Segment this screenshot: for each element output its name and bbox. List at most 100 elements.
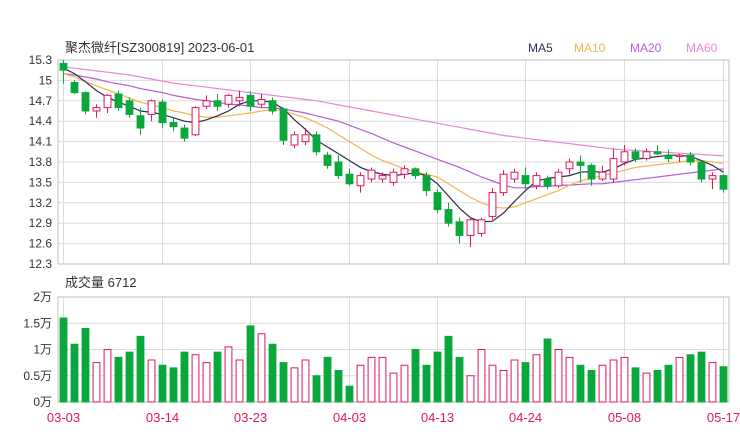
candle <box>268 97 277 115</box>
candle-body <box>202 100 211 107</box>
candle <box>169 117 178 132</box>
candle <box>543 175 552 190</box>
price-tick-label: 13.5 <box>29 175 53 189</box>
date-tick-label: 04-03 <box>333 410 366 425</box>
candle <box>521 167 530 190</box>
candle <box>642 148 651 161</box>
candle-body <box>334 161 343 177</box>
date-tick-label: 03-14 <box>146 410 179 425</box>
volume-bar <box>136 335 145 403</box>
candle-body <box>565 161 574 170</box>
volume-bar <box>631 367 640 403</box>
volume-bar <box>708 362 717 403</box>
volume-bar <box>169 367 178 403</box>
candle <box>81 91 90 115</box>
volume-tick-label: 0万 <box>33 395 52 409</box>
volume-bar <box>455 356 464 403</box>
candle-body <box>444 209 453 224</box>
candle <box>257 94 266 108</box>
candle <box>301 128 310 145</box>
candle <box>202 95 211 109</box>
volume-bar <box>675 356 684 403</box>
candle <box>312 131 321 156</box>
volume-bar <box>620 356 629 403</box>
date-tick-label: 05-17 <box>707 410 740 425</box>
candle-body <box>235 96 244 102</box>
price-panel: 15.3 15 14.7 14.4 14.1 13.8 13.5 13.2 12.9 12.6 12… <box>29 53 730 271</box>
volume-bar <box>235 359 244 403</box>
candle-body <box>631 151 640 160</box>
candle <box>334 155 343 179</box>
candle-body <box>609 158 618 180</box>
volume-bar <box>697 351 706 403</box>
candle-body <box>103 94 112 109</box>
candle <box>378 172 387 183</box>
volume-bar <box>257 333 266 403</box>
date-tick-label: 04-13 <box>421 410 454 425</box>
candle <box>631 148 640 162</box>
candle-body <box>554 171 563 187</box>
legend: MA5 MA10 MA20 MA60 <box>528 41 718 55</box>
candle-body <box>389 171 398 183</box>
candle-body <box>378 175 387 180</box>
volume-bar <box>334 370 343 403</box>
candle <box>477 217 486 237</box>
date-tick-label: 03-23 <box>234 410 267 425</box>
candle-body <box>356 175 365 187</box>
candle-body <box>488 192 497 217</box>
candle-body <box>455 221 464 236</box>
volume-label: 成交量 6712 <box>65 275 137 290</box>
candle <box>697 160 706 183</box>
price-tick-label: 14.7 <box>29 94 53 108</box>
candle-body <box>466 219 475 236</box>
candle <box>510 168 519 183</box>
candle <box>554 168 563 188</box>
candle <box>499 170 508 196</box>
candle-body <box>532 175 541 187</box>
candle-body <box>114 93 123 109</box>
volume-bar <box>202 362 211 403</box>
candle-body <box>576 161 585 166</box>
volume-panel: 2万 1.5万 1万 0.5万 0万 <box>23 290 730 409</box>
candle-body <box>136 115 145 129</box>
volume-bar <box>477 349 486 403</box>
candle <box>455 217 464 244</box>
candle <box>345 168 354 186</box>
volume-bar <box>81 328 90 403</box>
candle-body <box>411 168 420 177</box>
candle <box>389 168 398 186</box>
candle <box>587 163 596 186</box>
candle-body <box>180 127 189 139</box>
candle <box>114 90 123 111</box>
candle <box>488 187 497 220</box>
volume-bar <box>312 375 321 403</box>
candle <box>279 107 288 145</box>
volume-bar <box>70 343 79 403</box>
candle <box>620 145 629 166</box>
volume-bar <box>180 351 189 403</box>
candle <box>103 94 112 114</box>
price-frame <box>57 59 730 265</box>
candle <box>191 106 200 137</box>
volume-bar <box>301 359 310 403</box>
candle <box>609 148 618 183</box>
volume-bar <box>279 362 288 403</box>
candle-body <box>510 171 519 180</box>
volume-bar <box>499 370 508 403</box>
candle <box>576 155 585 183</box>
candle-body <box>642 151 651 160</box>
volume-bar <box>686 354 695 403</box>
candle <box>422 172 431 196</box>
volume-bar <box>191 354 200 403</box>
date-tick-label: 04-24 <box>509 410 542 425</box>
candle-body <box>191 107 200 136</box>
candle <box>653 145 662 156</box>
candle-body <box>323 154 332 166</box>
price-tick-label: 12.3 <box>29 257 53 271</box>
candle <box>686 151 695 166</box>
candle <box>180 124 189 142</box>
candle-body <box>279 108 288 141</box>
candle-body <box>268 100 277 112</box>
candle <box>125 97 134 118</box>
